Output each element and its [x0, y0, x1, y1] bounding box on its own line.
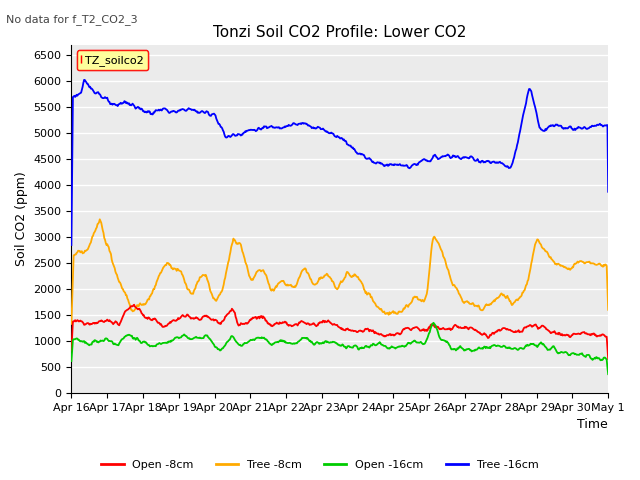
Y-axis label: Soil CO2 (ppm): Soil CO2 (ppm) [15, 172, 28, 266]
Text: No data for f_T2_CO2_3: No data for f_T2_CO2_3 [6, 14, 138, 25]
Legend: Open -8cm, Tree -8cm, Open -16cm, Tree -16cm: Open -8cm, Tree -8cm, Open -16cm, Tree -… [97, 456, 543, 474]
Legend: TZ_soilco2: TZ_soilco2 [77, 50, 148, 70]
Title: Tonzi Soil CO2 Profile: Lower CO2: Tonzi Soil CO2 Profile: Lower CO2 [213, 24, 467, 39]
X-axis label: Time: Time [577, 419, 608, 432]
